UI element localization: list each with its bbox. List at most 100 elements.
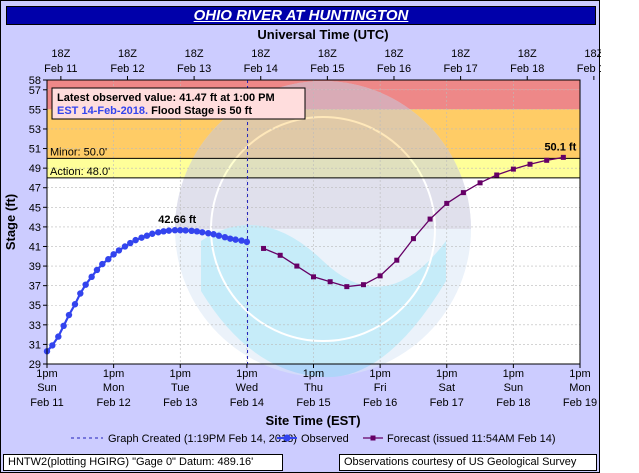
top-tick-date: Feb 12: [110, 63, 144, 75]
bottom-tick-day: Mon: [103, 382, 124, 394]
forecast-point: [477, 180, 483, 186]
bottom-tick-date: Feb 14: [230, 397, 264, 409]
legend-observed-marker: [283, 434, 291, 442]
forecast-point: [294, 263, 300, 269]
y-axis-label: Stage (ft): [3, 194, 18, 250]
observed-point: [171, 227, 179, 234]
top-axis-title: Universal Time (UTC): [257, 27, 388, 42]
top-tick-hour: 18Z: [384, 48, 403, 60]
observed-point: [215, 232, 223, 239]
observed-point: [221, 233, 229, 241]
observed-point: [188, 227, 195, 235]
forecast-point: [527, 161, 533, 167]
top-tick-date: Feb 11: [44, 63, 77, 75]
y-tick-label: 29: [29, 359, 41, 371]
forecast-point: [360, 282, 366, 288]
top-tick-date: Feb 13: [177, 63, 211, 75]
y-tick-label: 43: [29, 222, 41, 234]
observed-point: [65, 311, 73, 319]
top-tick-hour: 18Z: [51, 48, 70, 60]
top-tick-date: Feb 16: [377, 63, 411, 75]
noaa-logo-watermark: [175, 81, 471, 378]
observed-point: [121, 243, 129, 250]
forecast-point: [261, 245, 267, 251]
forecast-point: [277, 252, 283, 258]
y-tick-label: 57: [29, 85, 41, 97]
bottom-tick-day: Fri: [374, 382, 387, 394]
bottom-tick-time: 1pm: [236, 368, 257, 380]
top-tick-date: Feb 15: [310, 63, 344, 75]
observed-point: [238, 237, 245, 244]
legend: Graph Created (1:19PM Feb 14, 2018) Obse…: [71, 433, 556, 445]
top-tick-hour: 18Z: [185, 48, 204, 60]
y-tick-label: 49: [29, 163, 41, 175]
observed-point: [77, 290, 84, 297]
top-tick-hour: 18Z: [118, 48, 137, 60]
y-tick-label: 51: [29, 144, 41, 156]
bottom-tick-day: Tue: [171, 382, 190, 394]
forecast-point: [394, 257, 400, 263]
flood-label-minor: Minor: 50.0': [50, 146, 107, 158]
forecast-point: [410, 236, 416, 242]
top-tick-date: Feb 19: [577, 63, 601, 75]
footer-credit: Observations courtesy of US Geological S…: [339, 454, 597, 471]
bottom-tick-time: 1pm: [569, 368, 590, 380]
legend-observed-label: Observed: [301, 433, 349, 445]
y-tick-label: 31: [29, 339, 41, 351]
observed-point: [82, 281, 89, 288]
bottom-tick-day: Thu: [304, 382, 323, 394]
bottom-tick-time: 1pm: [103, 368, 124, 380]
observed-point: [115, 247, 123, 254]
bottom-tick-time: 1pm: [503, 368, 524, 380]
y-tick-label: 39: [29, 261, 41, 273]
observed-point: [177, 227, 184, 234]
top-tick-hour: 18Z: [518, 48, 537, 60]
y-tick-label: 47: [29, 183, 41, 195]
observed-point: [138, 234, 145, 241]
hydrograph-chart: Universal Time (UTC) 18Z Feb 11 18Z Feb 12 1…: [3, 27, 601, 445]
y-tick-label: 33: [29, 320, 41, 332]
observed-point: [199, 229, 206, 236]
observed-point: [110, 251, 117, 258]
observed-point: [227, 235, 234, 242]
bottom-tick-day: Sun: [37, 382, 57, 394]
forecast-point: [460, 190, 466, 196]
bottom-tick-time: 1pm: [369, 368, 390, 380]
forecast-point: [444, 200, 450, 206]
info-line-2b: Flood Stage is 50 ft: [148, 105, 252, 117]
chart-title: OHIO RIVER AT HUNTINGTON: [193, 7, 409, 24]
y-tick-label: 45: [29, 202, 41, 214]
info-line-1: Latest observed value: 41.47 ft at 1:00 …: [57, 92, 275, 104]
hydrograph-panel: OHIO RIVER AT HUNTINGTON Universal Time …: [0, 0, 601, 473]
observed-point: [182, 227, 189, 234]
forecast-point: [311, 274, 316, 280]
bottom-tick-time: 1pm: [436, 368, 457, 380]
bottom-tick-date: Feb 11: [30, 397, 63, 409]
observed-point: [205, 230, 212, 237]
observed-point: [88, 273, 95, 281]
bottom-tick-date: Feb 18: [496, 397, 530, 409]
bottom-tick-day: Mon: [569, 382, 590, 394]
plot-area: Minor: 50.0' Action: 48.0' 42.66 ft 50.1 f…: [43, 79, 581, 378]
observed-point: [232, 236, 239, 243]
forecast-point: [510, 166, 516, 172]
observed-point: [105, 256, 112, 263]
observed-point: [60, 322, 67, 330]
top-tick-hour: 18Z: [584, 48, 601, 60]
crest-observed-label: 42.66 ft: [158, 214, 196, 226]
bottom-tick-date: Feb 16: [363, 397, 397, 409]
forecast-point: [494, 172, 500, 178]
top-tick-date: Feb 17: [443, 63, 477, 75]
legend-forecast-marker: [370, 435, 376, 441]
forecast-point: [377, 273, 383, 279]
bottom-tick-time: 1pm: [36, 368, 57, 380]
footer-datum: HNTW2(plotting HGIRG) "Gage 0" Datum: 48…: [3, 454, 283, 471]
info-line-2a: EST 14-Feb-2018.: [57, 105, 148, 117]
y-tick-label: 58: [29, 75, 41, 87]
legend-created-label: Graph Created (1:19PM Feb 14, 2018): [108, 433, 297, 445]
observed-point: [155, 229, 162, 236]
bottom-tick-time: 1pm: [170, 368, 191, 380]
bottom-tick-time: 1pm: [303, 368, 324, 380]
forecast-point: [560, 154, 566, 160]
observed-point: [55, 333, 62, 340]
